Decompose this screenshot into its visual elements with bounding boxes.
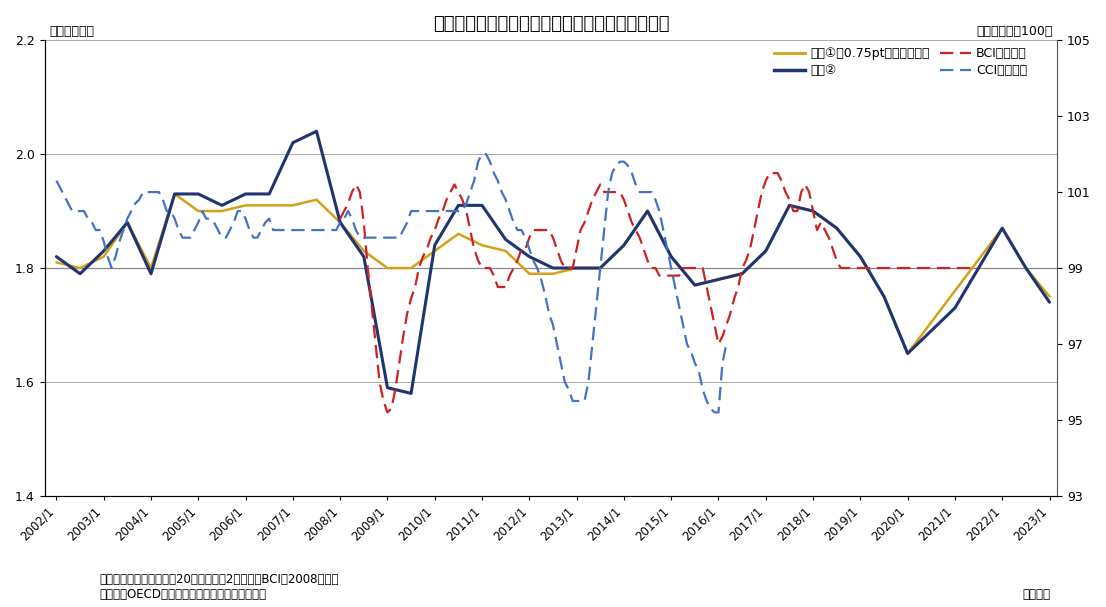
Title: 「世界経済の潮流」の景気イメージと景況感指数: 「世界経済の潮流」の景気イメージと景況感指数 bbox=[432, 15, 669, 33]
Text: （ポイント）: （ポイント） bbox=[50, 25, 95, 38]
Text: （長期平均＝100）: （長期平均＝100） bbox=[975, 25, 1052, 38]
Text: （月次）: （月次） bbox=[1023, 588, 1051, 601]
Text: （資料）OECD、内閣府の資料をもとに筆者作成: （資料）OECD、内閣府の資料をもとに筆者作成 bbox=[100, 588, 267, 601]
Text: （注）世界経済の潮流は20年を除き年2回発行、BCIは2008年以降: （注）世界経済の潮流は20年を除き年2回発行、BCIは2008年以降 bbox=[100, 573, 340, 586]
Legend: 手法①（0.75pt上方シフト）, 手法②, BCI（右軸）, CCI（右軸）: 手法①（0.75pt上方シフト）, 手法②, BCI（右軸）, CCI（右軸） bbox=[769, 42, 1032, 82]
